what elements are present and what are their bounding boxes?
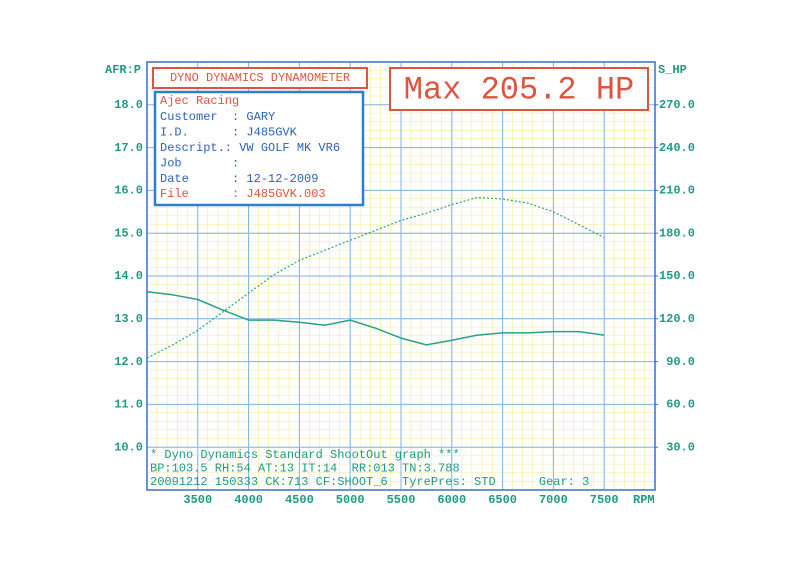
info-file: File : J485GVK.003 bbox=[160, 187, 326, 201]
x-axis-label: RPM bbox=[633, 493, 655, 507]
y-tick-label: 17.0 bbox=[114, 141, 143, 155]
footer-line: BP:103.5 RH:54 AT:13 IT:14 RR:013 TN:3.7… bbox=[150, 462, 460, 476]
y2-tick-label: 180.0 bbox=[659, 226, 695, 240]
y2-tick-label: 60.0 bbox=[666, 398, 695, 412]
info-row: Customer : GARY bbox=[160, 110, 275, 124]
title-box bbox=[152, 67, 368, 89]
series-line bbox=[146, 291, 605, 346]
y-axis-label: AFR:P bbox=[105, 63, 141, 77]
x-tick-label: 5000 bbox=[336, 493, 365, 507]
info-title: Ajec Racing bbox=[160, 94, 239, 108]
info-row: I.D. : J485GVK bbox=[160, 126, 298, 140]
y-tick-label: 10.0 bbox=[114, 440, 143, 454]
grid bbox=[147, 62, 655, 490]
y2-tick-label: 120.0 bbox=[659, 312, 695, 326]
y2-tick-label: 240.0 bbox=[659, 141, 695, 155]
info-rows: Customer : GARY I.D. : J485GVKDescript.: … bbox=[160, 110, 340, 186]
x-tick-label: 4000 bbox=[234, 493, 263, 507]
lines bbox=[146, 196, 605, 359]
y2-tick-label: 30.0 bbox=[666, 440, 695, 454]
ticks: 3500 4000 4500 5000 5500 6000 6500 7000 7500 10.0… bbox=[114, 98, 695, 507]
y-tick-label: 13.0 bbox=[114, 312, 143, 326]
y2-tick-label: 90.0 bbox=[666, 355, 695, 369]
y-tick-label: 11.0 bbox=[114, 398, 143, 412]
x-tick-label: 7500 bbox=[590, 493, 619, 507]
y2-axis-label: S_HP bbox=[658, 63, 687, 77]
info-row: Job : bbox=[160, 156, 239, 170]
info-box bbox=[153, 90, 365, 207]
info-row: Date : 12-12-2009 bbox=[160, 172, 318, 186]
y-tick-label: 18.0 bbox=[114, 98, 143, 112]
footer: * Dyno Dynamics Standard ShootOut graph … bbox=[150, 448, 589, 489]
x-tick-label: 6000 bbox=[437, 493, 466, 507]
y2-tick-label: 150.0 bbox=[659, 269, 695, 283]
x-tick-label: 7000 bbox=[539, 493, 568, 507]
info-row: Descript.: VW GOLF MK VR6 bbox=[160, 141, 340, 155]
footer-line: 20091212 150333 CK:713 CF:SHOOT_6 TyrePr… bbox=[150, 475, 589, 489]
x-tick-label: 6500 bbox=[488, 493, 517, 507]
series-line bbox=[146, 196, 605, 359]
x-tick-label: 3500 bbox=[183, 493, 212, 507]
chart-title: DYNO DYNAMICS DYNAMOMETER bbox=[170, 71, 350, 85]
x-tick-label: 4500 bbox=[285, 493, 314, 507]
max-annotation: Max 205.2 HP bbox=[404, 71, 634, 108]
y2-tick-label: 270.0 bbox=[659, 98, 695, 112]
y-tick-label: 16.0 bbox=[114, 184, 143, 198]
y-tick-label: 14.0 bbox=[114, 269, 143, 283]
y-tick-label: 15.0 bbox=[114, 226, 143, 240]
x-tick-label: 5500 bbox=[387, 493, 416, 507]
y-tick-label: 12.0 bbox=[114, 355, 143, 369]
footer-line: * Dyno Dynamics Standard ShootOut graph … bbox=[150, 448, 460, 462]
max-box bbox=[389, 67, 649, 111]
y2-tick-label: 210.0 bbox=[659, 184, 695, 198]
